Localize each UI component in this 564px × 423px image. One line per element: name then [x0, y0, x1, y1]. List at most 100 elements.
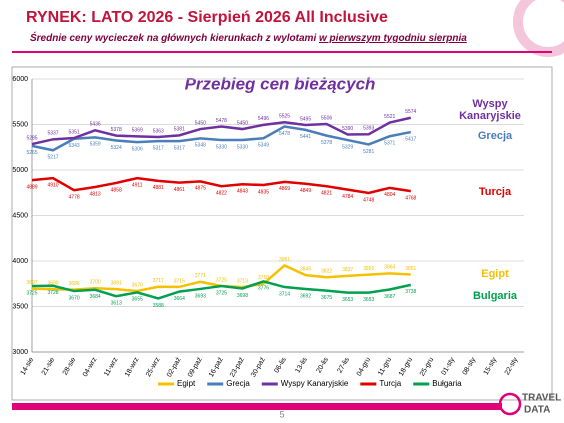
series-label: Egipt	[481, 268, 509, 280]
data-label: 5306	[132, 146, 143, 152]
data-label: 5363	[153, 128, 164, 134]
data-label: 3837	[342, 267, 353, 273]
data-label: 3864	[384, 265, 395, 271]
data-label: 5265	[26, 150, 37, 156]
data-label: 3670	[132, 282, 143, 288]
data-label: 4768	[405, 195, 416, 201]
data-label: 5281	[363, 149, 374, 155]
logo-text: TRAVEL	[522, 393, 561, 404]
series-label: Turcja	[478, 186, 512, 198]
y-tick-label: 3500	[12, 303, 28, 310]
legend-label: Wyspy Kanaryjskie	[281, 379, 349, 388]
data-label: 4861	[174, 187, 185, 193]
data-label: 3655	[132, 297, 143, 303]
subtitle-text: Średnie ceny wycieczek na głównych kieru…	[30, 31, 319, 44]
data-label: 3725	[26, 290, 37, 296]
data-label: 5330	[237, 144, 248, 150]
data-label: 5525	[279, 114, 290, 120]
decor	[513, 0, 564, 57]
series-line	[31, 116, 412, 146]
page-number: 5	[279, 409, 284, 419]
data-label: 3725	[216, 290, 227, 296]
data-label: 4748	[363, 197, 374, 203]
slide-title: RYNEK: LATO 2026 - Sierpień 2026 All Inc…	[26, 9, 388, 26]
data-label: 4835	[258, 189, 269, 195]
data-label: 5521	[384, 114, 395, 120]
legend-label: Turcja	[379, 379, 401, 388]
y-tick-label: 6000	[12, 76, 28, 83]
data-label: 3697	[26, 280, 37, 286]
data-label: 5349	[258, 143, 269, 149]
subtitle: Średnie ceny wycieczek na głównych kieru…	[30, 31, 467, 44]
data-label: 5381	[174, 127, 185, 133]
data-label: 3690	[47, 281, 58, 287]
data-label: 3670	[69, 295, 80, 301]
data-label: 4778	[69, 195, 80, 201]
data-label: 4849	[300, 188, 311, 194]
y-tick-label: 4500	[12, 212, 28, 219]
series-line	[31, 176, 411, 195]
data-label: 5330	[216, 144, 227, 150]
data-label: 5417	[405, 136, 416, 142]
data-label: 3771	[195, 273, 206, 279]
data-label: 5393	[363, 126, 374, 132]
data-label: 3698	[237, 293, 248, 299]
data-label: 3693	[195, 293, 206, 299]
data-label: 5496	[258, 116, 269, 122]
y-tick-label: 5000	[12, 167, 28, 174]
data-label: 4784	[342, 194, 353, 200]
data-label: 5450	[237, 120, 248, 126]
data-label: 3653	[363, 297, 374, 303]
data-label: 3750	[258, 275, 269, 281]
legend-label: Bułgaria	[432, 379, 462, 388]
data-label: 5329	[342, 144, 353, 150]
data-label: 4821	[321, 191, 332, 197]
data-label: 5478	[216, 118, 227, 124]
data-label: 5436	[90, 122, 101, 128]
data-label: 4804	[384, 192, 395, 198]
data-label: 3588	[153, 303, 164, 309]
logo-icon	[498, 392, 522, 416]
data-label: 5217	[47, 155, 58, 161]
data-label: 3692	[300, 293, 311, 299]
data-label: 5506	[321, 115, 332, 121]
data-label: 3675	[321, 295, 332, 301]
data-label: 4911	[132, 182, 143, 188]
data-label: 5574	[405, 109, 416, 115]
data-label: 5369	[132, 128, 143, 134]
data-label: 3717	[153, 278, 164, 284]
series-label: Bulgaria	[472, 290, 517, 302]
data-label: 3687	[384, 294, 395, 300]
data-label: 5378	[111, 127, 122, 133]
data-label: 4813	[90, 191, 101, 197]
data-label: 5371	[384, 141, 395, 147]
data-label: 5348	[195, 143, 206, 149]
footer-bar	[12, 403, 502, 410]
data-label: 5324	[111, 145, 122, 151]
data-label: 3700	[90, 280, 101, 286]
data-label: 3845	[300, 266, 311, 272]
data-label: 5478	[279, 131, 290, 137]
y-tick-label: 5500	[12, 121, 28, 128]
data-label: 5390	[342, 126, 353, 132]
data-label: 5337	[47, 131, 58, 137]
y-tick-label: 4000	[12, 258, 28, 265]
data-label: 5441	[300, 134, 311, 140]
data-label: 3686	[69, 281, 80, 287]
logo-text: DATA	[524, 405, 550, 416]
data-label: 3851	[405, 266, 416, 272]
data-label: 3715	[174, 278, 185, 284]
data-label: 5378	[321, 140, 332, 146]
data-label: 4889	[26, 184, 37, 190]
data-label: 3684	[90, 294, 101, 300]
data-label: 3822	[321, 269, 332, 275]
series-label: Wyspy Kanaryjskie	[459, 98, 521, 122]
data-label: 5317	[153, 145, 164, 151]
data-label: 3776	[258, 286, 269, 292]
data-label: 3850	[363, 266, 374, 272]
legend-label: Egipt	[177, 379, 196, 388]
legend-label: Grecja	[226, 379, 250, 388]
data-label: 4875	[195, 186, 206, 192]
data-label: 5351	[69, 129, 80, 135]
